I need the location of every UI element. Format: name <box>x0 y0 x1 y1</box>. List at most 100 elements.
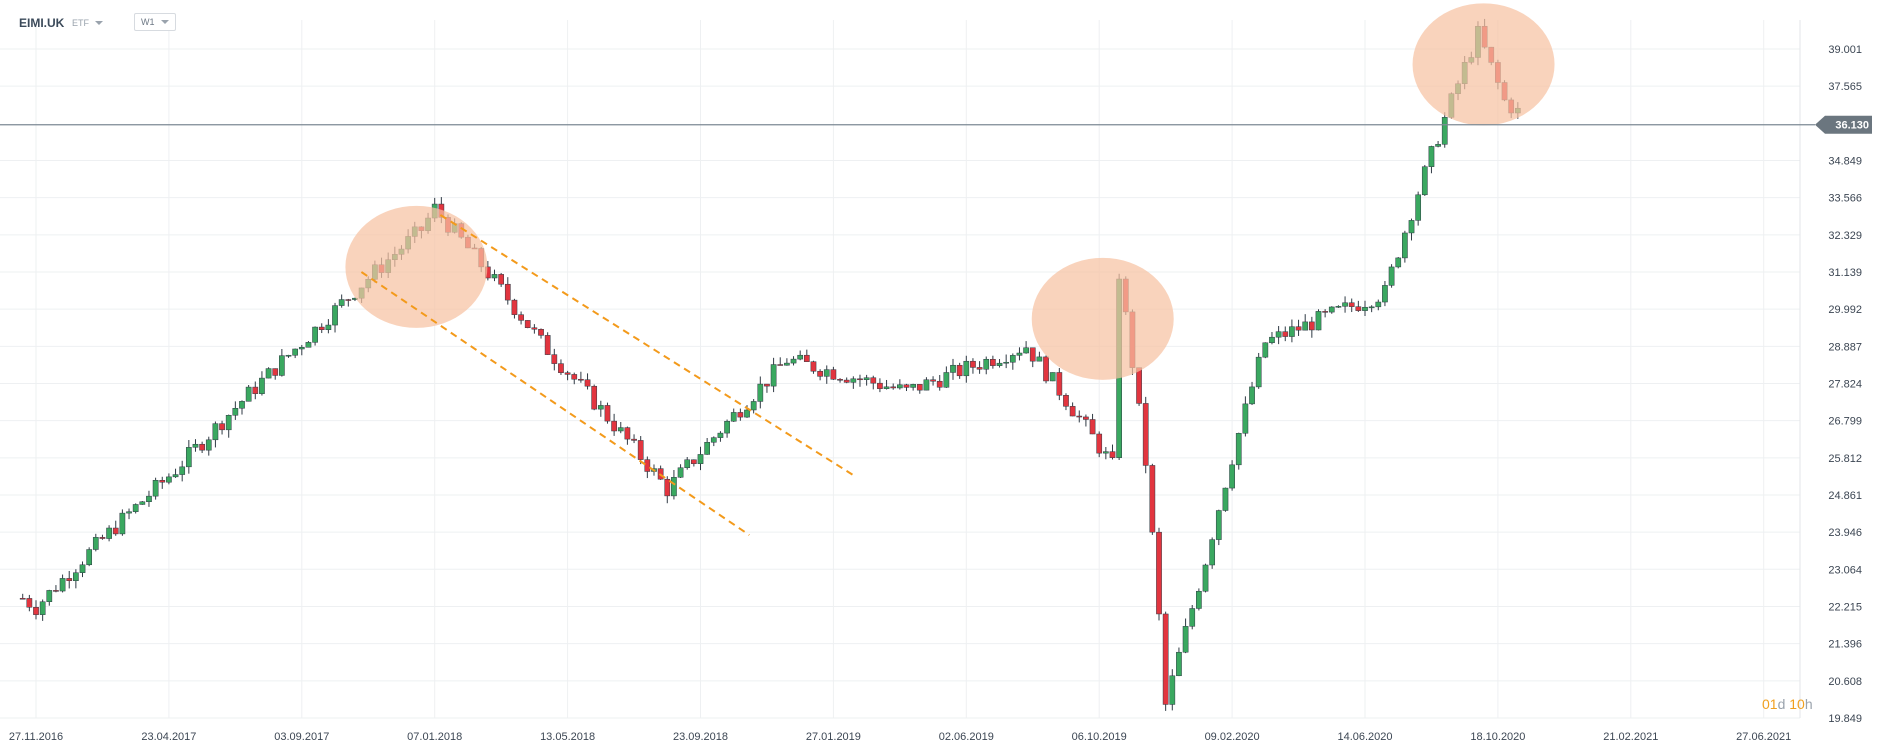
chevron-down-icon <box>160 20 169 24</box>
y-tick-label: 22.215 <box>1828 601 1862 613</box>
candle-up <box>1269 336 1275 344</box>
candle-up <box>139 501 146 505</box>
y-tick-label: 23.064 <box>1828 564 1862 576</box>
candle-down <box>1043 356 1049 382</box>
candle-up <box>757 383 764 402</box>
candle-up <box>1209 539 1216 566</box>
x-tick-label: 18.10.2020 <box>1470 731 1525 743</box>
candle-up <box>1435 144 1441 147</box>
candle-up <box>1375 301 1382 308</box>
candle-down <box>33 607 39 615</box>
candle-down <box>1136 367 1142 404</box>
candle-up <box>744 409 750 418</box>
y-tick-label: 20.608 <box>1828 676 1862 688</box>
candle-up <box>1235 433 1242 466</box>
candle-up <box>106 527 112 539</box>
y-tick-label: 32.329 <box>1828 230 1862 242</box>
candle-up <box>119 512 126 535</box>
candle-down <box>571 374 578 380</box>
candle-down <box>26 598 33 608</box>
candle-up <box>305 342 312 348</box>
x-tick-label: 09.02.2020 <box>1205 731 1260 743</box>
candle-up <box>1249 386 1255 405</box>
candle-up <box>1189 608 1196 627</box>
y-tick-label: 19.849 <box>1828 713 1862 725</box>
candle-up <box>205 439 212 451</box>
candle-up <box>1395 257 1402 268</box>
countdown-hours: 10 <box>1789 696 1805 712</box>
candle-up <box>285 354 292 357</box>
candle-up <box>784 362 790 366</box>
y-tick-label: 24.861 <box>1828 490 1862 502</box>
candle-down <box>345 299 352 301</box>
candle-down <box>219 423 225 431</box>
candle-down <box>870 377 877 384</box>
candle-down <box>830 369 837 380</box>
candle-down <box>1348 302 1355 307</box>
candle-down <box>1076 415 1083 418</box>
candle-up <box>671 477 677 497</box>
candle-up <box>1016 352 1023 356</box>
candle-up <box>697 454 704 464</box>
candle-down <box>843 379 850 383</box>
candle-down <box>604 405 611 422</box>
highlight-ellipse <box>1412 3 1555 126</box>
candle-down <box>53 590 59 592</box>
current-price-label: 36.130 <box>1835 120 1869 132</box>
candle-up <box>950 364 956 373</box>
y-tick-label: 21.396 <box>1828 639 1862 651</box>
candle-up <box>1328 306 1335 313</box>
y-tick-label: 26.799 <box>1828 416 1862 428</box>
candle-down <box>1089 419 1096 435</box>
candle-up <box>677 467 684 478</box>
candle-down <box>252 386 259 394</box>
x-tick-label: 23.04.2017 <box>141 731 196 743</box>
candle-down <box>19 597 26 600</box>
candle-up <box>172 474 179 478</box>
y-tick-label: 34.849 <box>1828 155 1862 167</box>
candle-down <box>1069 406 1076 417</box>
candle-down <box>631 438 637 441</box>
chevron-down-icon <box>95 21 103 25</box>
candle-up <box>166 476 172 483</box>
candle-down <box>810 361 817 372</box>
candle-up <box>1362 306 1368 311</box>
candle-down <box>1322 311 1328 313</box>
instrument-type-dropdown[interactable]: ETF <box>72 18 103 28</box>
timeframe-select[interactable]: W1 <box>134 13 176 31</box>
candle-up <box>1222 487 1229 511</box>
candle-down <box>1282 331 1289 337</box>
y-tick-label: 28.887 <box>1828 341 1862 353</box>
candle-down <box>803 354 810 362</box>
x-tick-label: 27.01.2019 <box>806 731 861 743</box>
countdown-days-unit: d <box>1777 696 1786 712</box>
candle-up <box>850 378 857 383</box>
candle-up <box>46 590 53 602</box>
candle-up <box>1049 372 1056 382</box>
candle-up <box>923 379 930 391</box>
candle-up <box>279 355 285 376</box>
candle-down <box>764 383 770 387</box>
candle-down <box>511 299 518 315</box>
candle-down <box>624 427 631 440</box>
candle-down <box>1149 465 1156 533</box>
candle-up <box>1335 306 1342 308</box>
candle-up <box>232 408 239 416</box>
x-tick-label: 27.11.2016 <box>9 731 63 743</box>
candle-down <box>1156 531 1162 615</box>
candle-up <box>770 364 777 387</box>
x-tick-label: 23.09.2018 <box>673 731 728 743</box>
candle-up <box>996 362 1003 366</box>
candle-down <box>518 314 524 321</box>
candle-up <box>212 423 219 441</box>
candle-down <box>199 443 205 451</box>
candle-down <box>498 274 504 285</box>
y-tick-label: 23.946 <box>1828 527 1862 539</box>
y-tick-label: 33.566 <box>1828 193 1862 205</box>
candle-up <box>983 358 990 370</box>
candle-up <box>750 401 757 411</box>
candle-down <box>1083 416 1089 420</box>
symbol-label[interactable]: EIMI.UK <box>19 16 65 30</box>
candle-down <box>112 527 119 535</box>
